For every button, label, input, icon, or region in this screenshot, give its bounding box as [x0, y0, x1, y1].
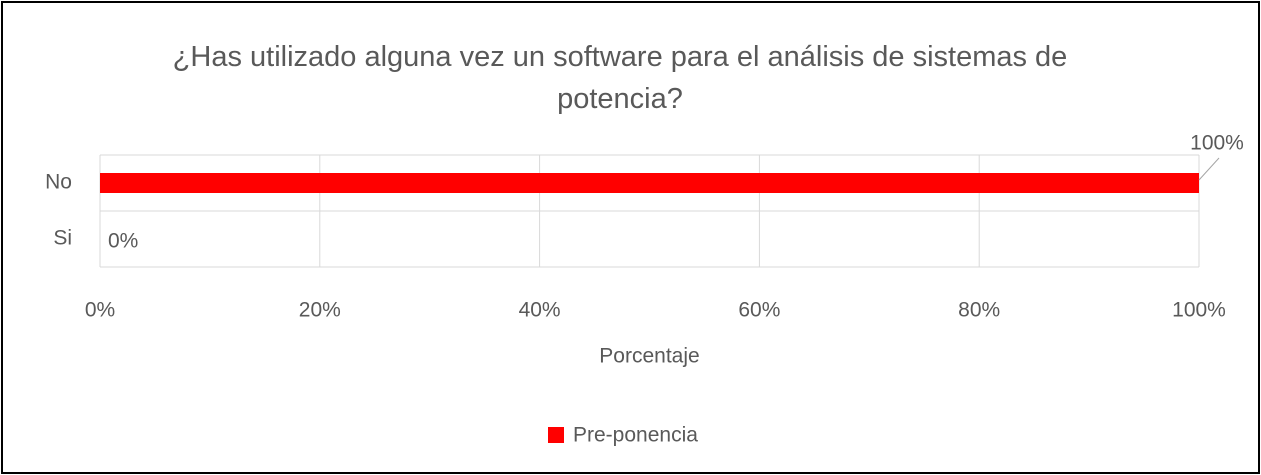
x-tick-label: 80%	[958, 299, 1000, 322]
x-tick-label: 20%	[299, 299, 341, 322]
value-label: 0%	[108, 230, 138, 253]
label-leader	[1198, 157, 1220, 181]
y-tick-label: No	[45, 171, 72, 194]
chart-title: ¿Has utilizado alguna vez un software pa…	[172, 41, 1068, 115]
legend-swatch	[548, 427, 564, 443]
y-tick-label: Si	[53, 227, 72, 250]
x-axis-label: Porcentaje	[599, 345, 699, 368]
value-label: 100%	[1190, 132, 1244, 155]
x-tick-label: 100%	[1172, 299, 1226, 322]
x-tick-label: 40%	[519, 299, 561, 322]
x-tick-label: 60%	[738, 299, 780, 322]
x-tick-label: 0%	[85, 299, 115, 322]
legend-label: Pre-ponencia	[573, 424, 698, 447]
bar	[100, 173, 1199, 193]
